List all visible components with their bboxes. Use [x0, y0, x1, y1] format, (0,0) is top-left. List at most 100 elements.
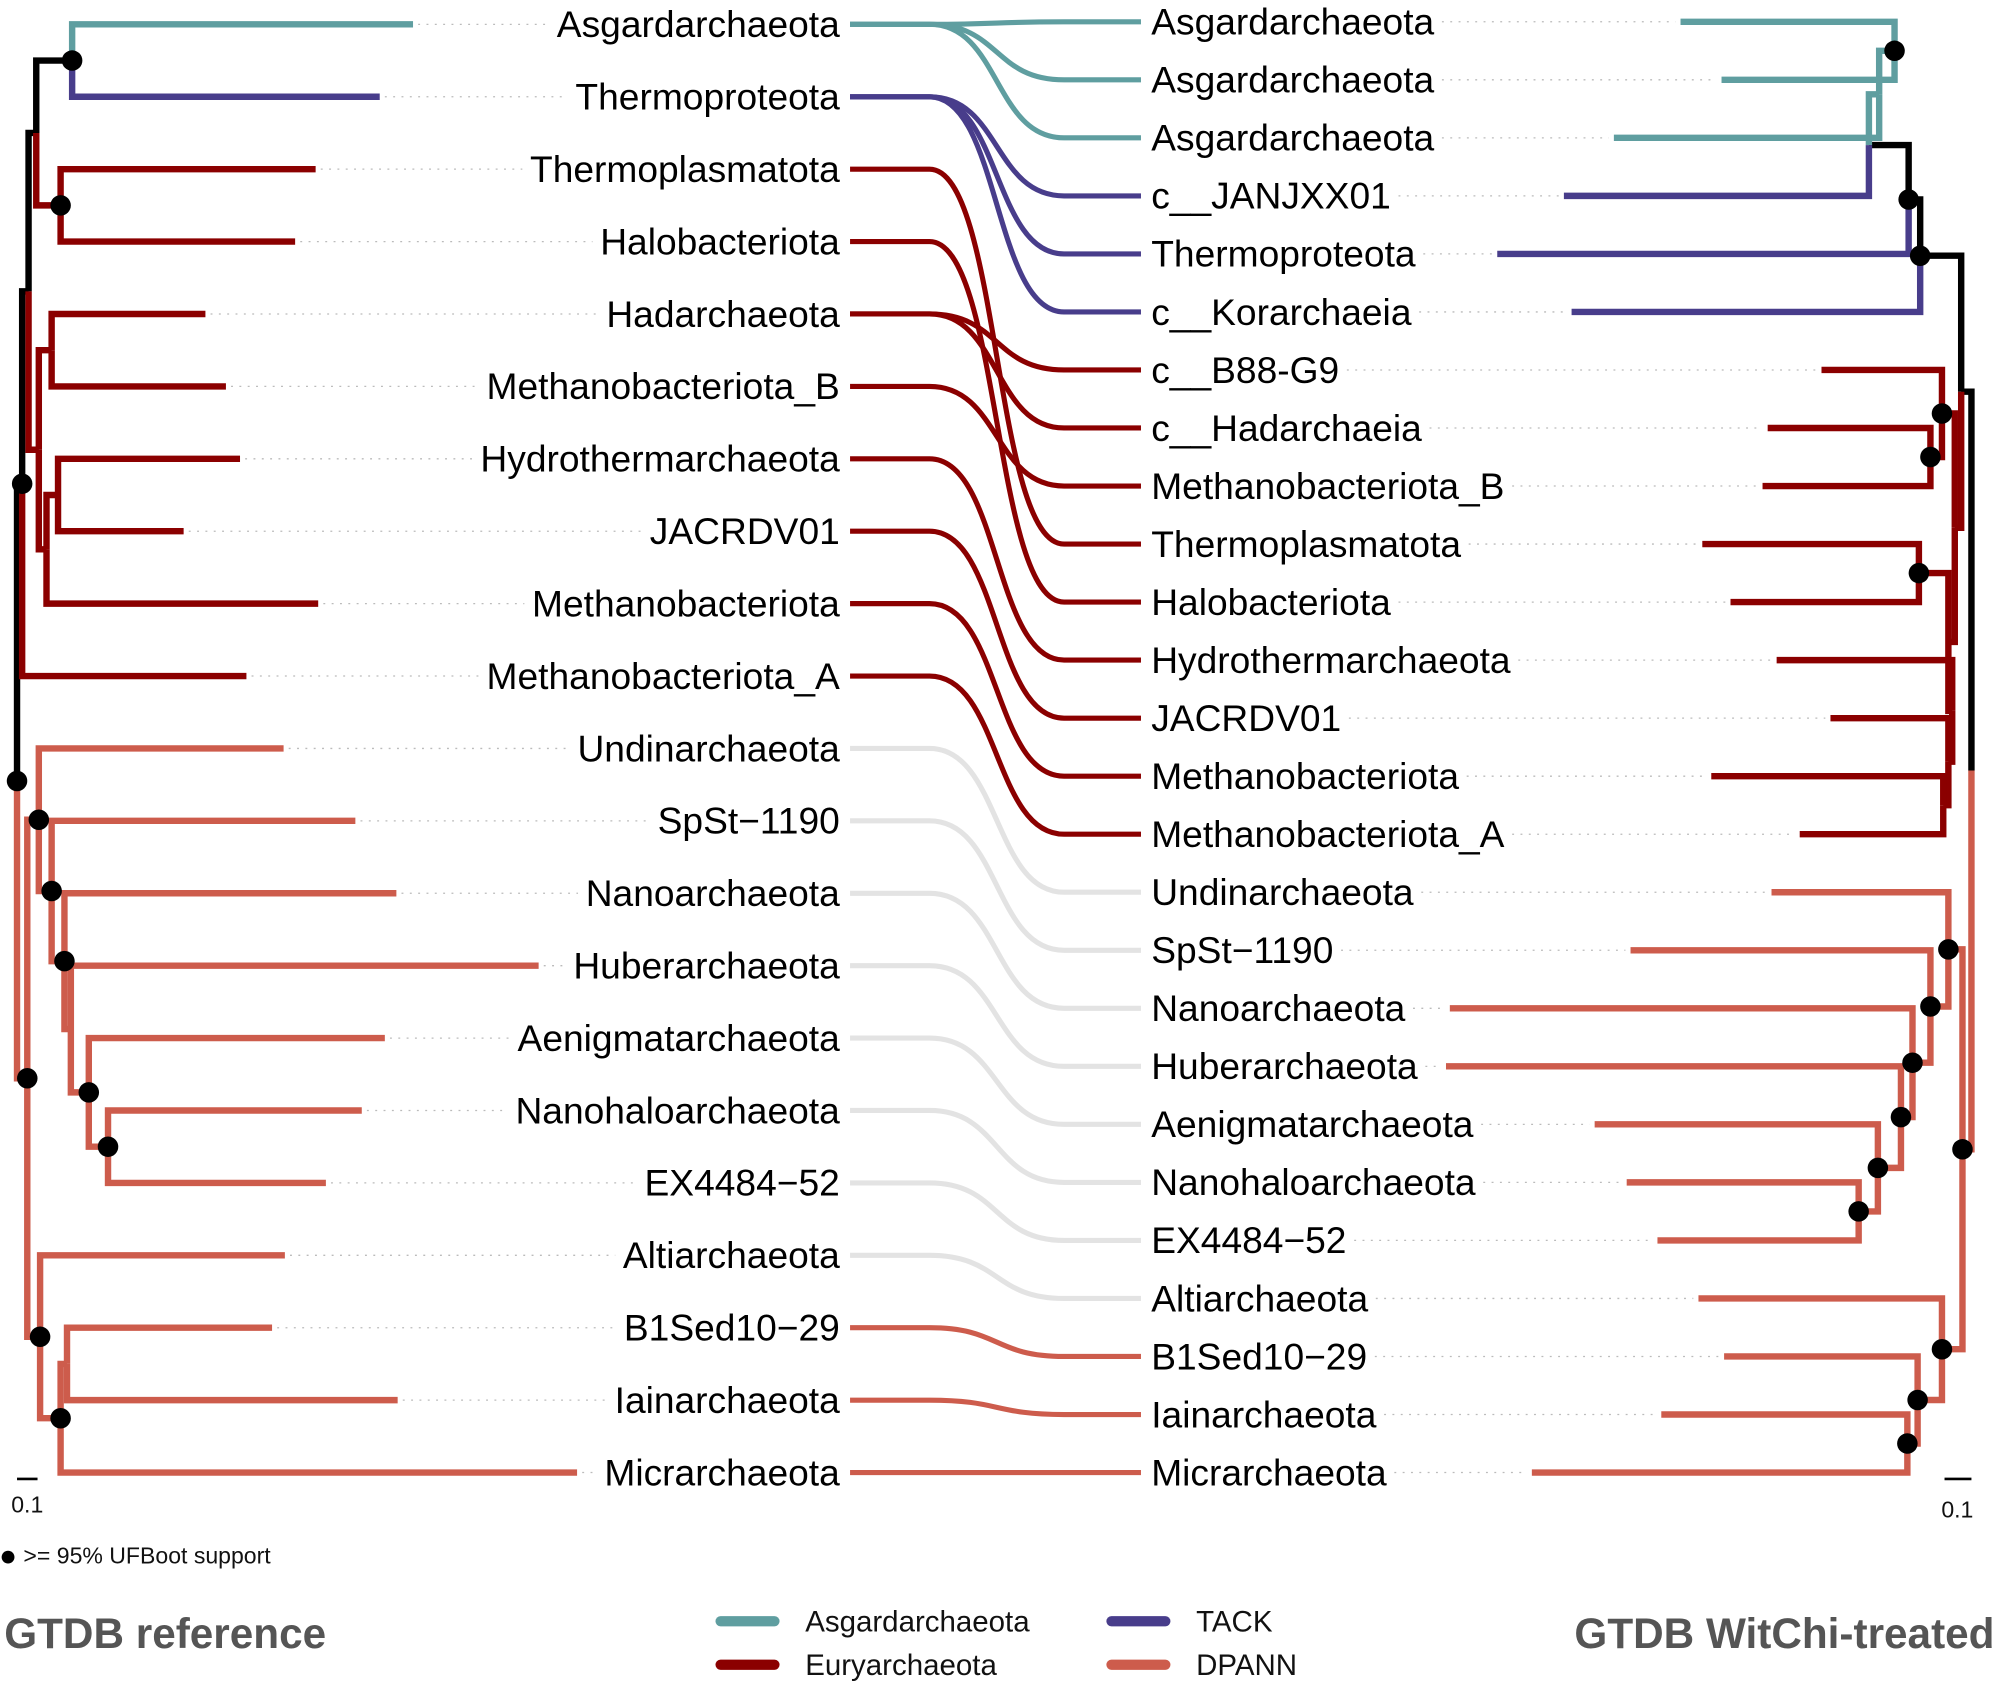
- support-dot-icon: [1920, 446, 1941, 468]
- taxon-link: [850, 94, 1141, 199]
- right-tip-label: Asgardarchaeota: [1151, 59, 1434, 101]
- left-tip-label: Nanohaloarchaeota: [515, 1089, 840, 1131]
- support-dot-icon: [1907, 1389, 1928, 1411]
- left-tip-label: SpSt−1190: [658, 800, 840, 842]
- right-tip-label: Iainarchaeota: [1151, 1393, 1377, 1435]
- internal-branch: [33, 132, 61, 209]
- left-tip-label: Iainarchaeota: [615, 1379, 841, 1421]
- tip-branch: [63, 1324, 273, 1364]
- support-dot-icon: [41, 880, 62, 902]
- internal-branch: [1868, 141, 1912, 200]
- internal-branch: [43, 491, 59, 550]
- tanglegram-links: [850, 19, 1141, 1476]
- taxon-link: [850, 528, 1141, 721]
- internal-branch: [1918, 569, 1952, 642]
- taxon-link: [850, 673, 1141, 837]
- left-tip-label: B1Sed10−29: [624, 1307, 840, 1349]
- left-tip-label: Micrarchaeota: [604, 1451, 840, 1493]
- support-dot-icon: [17, 1067, 38, 1089]
- right-tip-label: Micrarchaeota: [1151, 1451, 1387, 1493]
- tip-branch: [1721, 50, 1898, 84]
- left-tip-label: Hadarchaeota: [606, 293, 840, 335]
- tip-branch: [1613, 94, 1883, 142]
- support-legend: >= 95% UFBoot support: [23, 1543, 271, 1569]
- support-dot-icon: [11, 473, 33, 494]
- right-tip-label: c__B88-G9: [1151, 349, 1339, 391]
- taxon-link: [850, 311, 1141, 431]
- support-dot-icon: [50, 195, 71, 216]
- tip-branch: [57, 1418, 578, 1476]
- tip-branch: [67, 962, 539, 1030]
- left-tip-label: JACRDV01: [650, 510, 840, 552]
- right-tip-label: Thermoplasmatota: [1151, 523, 1461, 565]
- right-tree-title: GTDB WitChi-treated: [1574, 1610, 1994, 1657]
- tip-branch: [36, 1252, 285, 1337]
- tip-branch: [54, 455, 241, 496]
- tip-branch: [1776, 656, 1956, 711]
- taxon-link: [850, 1325, 1141, 1360]
- tip-branch: [1449, 1005, 1916, 1063]
- tip-branch: [63, 1363, 398, 1404]
- right-tip-label: EX4484−52: [1151, 1219, 1346, 1261]
- right-tip-label: Aenigmatarchaeota: [1151, 1103, 1474, 1145]
- left-tip-label: Methanobacteriota_B: [487, 365, 840, 407]
- tip-branch: [48, 310, 206, 351]
- left-scale-label: 0.1: [11, 1491, 43, 1517]
- taxon-link: [850, 94, 1141, 315]
- taxon-link: [850, 890, 1141, 1011]
- support-dot-icon: [1898, 189, 1919, 210]
- right-tip-label: Hydrothermarchaeota: [1151, 639, 1511, 681]
- left-tip-label: Halobacteriota: [600, 220, 840, 262]
- right-tip-label: Asgardarchaeota: [1151, 1, 1434, 43]
- support-dot-icon: [1938, 939, 1959, 960]
- support-dot-icon: [1848, 1201, 1869, 1222]
- support-dot-icon: [1909, 245, 1931, 266]
- group-legend: Asgardarchaeota Euryarchaeota TACK DPANN: [715, 1605, 1297, 1682]
- right-tip-label: Huberarchaeota: [1151, 1045, 1418, 1087]
- internal-branch: [1920, 252, 1965, 392]
- taxon-link: [850, 239, 1141, 605]
- support-dot-icon: [6, 770, 28, 792]
- legend-label: TACK: [1196, 1605, 1273, 1638]
- left-tip-label: Thermoplasmatota: [530, 148, 840, 190]
- right-tip-label: Halobacteriota: [1151, 581, 1391, 623]
- taxon-link: [850, 963, 1141, 1069]
- taxon-link: [850, 21, 1141, 83]
- tip-branch: [1680, 18, 1898, 51]
- support-dot-icon: [1931, 1338, 1953, 1360]
- left-tip-label: Huberarchaeota: [573, 944, 840, 986]
- tip-branch: [61, 890, 397, 962]
- tip-branch: [1594, 1121, 1882, 1168]
- tip-branch: [1497, 199, 1912, 258]
- tip-branch: [104, 1107, 362, 1147]
- tip-branch: [1657, 1211, 1862, 1244]
- taxon-link: [850, 456, 1141, 663]
- support-dot-icon: [1931, 403, 1953, 424]
- taxon-link: [850, 1107, 1141, 1185]
- legend-label: Euryarchaeota: [805, 1649, 997, 1682]
- right-tip-label: Methanobacteriota: [1151, 755, 1459, 797]
- internal-branch: [25, 291, 39, 453]
- legend-label: DPANN: [1196, 1649, 1297, 1682]
- taxon-link: [850, 1180, 1141, 1243]
- support-dot-icon: [1884, 40, 1905, 62]
- taxon-link: [850, 601, 1141, 779]
- left-tip-label: Asgardarchaeota: [557, 3, 840, 45]
- tip-branch: [35, 745, 284, 820]
- right-tip-label: B1Sed10−29: [1151, 1335, 1367, 1377]
- left-tree-title: GTDB reference: [4, 1610, 326, 1657]
- tip-branch: [1724, 1353, 1921, 1401]
- right-tip-label: SpSt−1190: [1151, 929, 1333, 971]
- support-dot-icon: [1908, 562, 1930, 584]
- right-tip-label: Nanohaloarchaeota: [1151, 1161, 1476, 1203]
- support-dot-icon: [1902, 1052, 1923, 1073]
- legend-label: Asgardarchaeota: [805, 1605, 1030, 1638]
- left-tip-label: Hydrothermarchaeota: [480, 438, 840, 480]
- tip-branch: [68, 60, 380, 100]
- left-tip-label: Aenigmatarchaeota: [518, 1017, 841, 1059]
- right-tip-label: Undinarchaeota: [1151, 871, 1414, 913]
- internal-branch: [1961, 388, 1975, 771]
- tip-branch: [1762, 457, 1934, 490]
- support-dot-icon: [1920, 996, 1941, 1017]
